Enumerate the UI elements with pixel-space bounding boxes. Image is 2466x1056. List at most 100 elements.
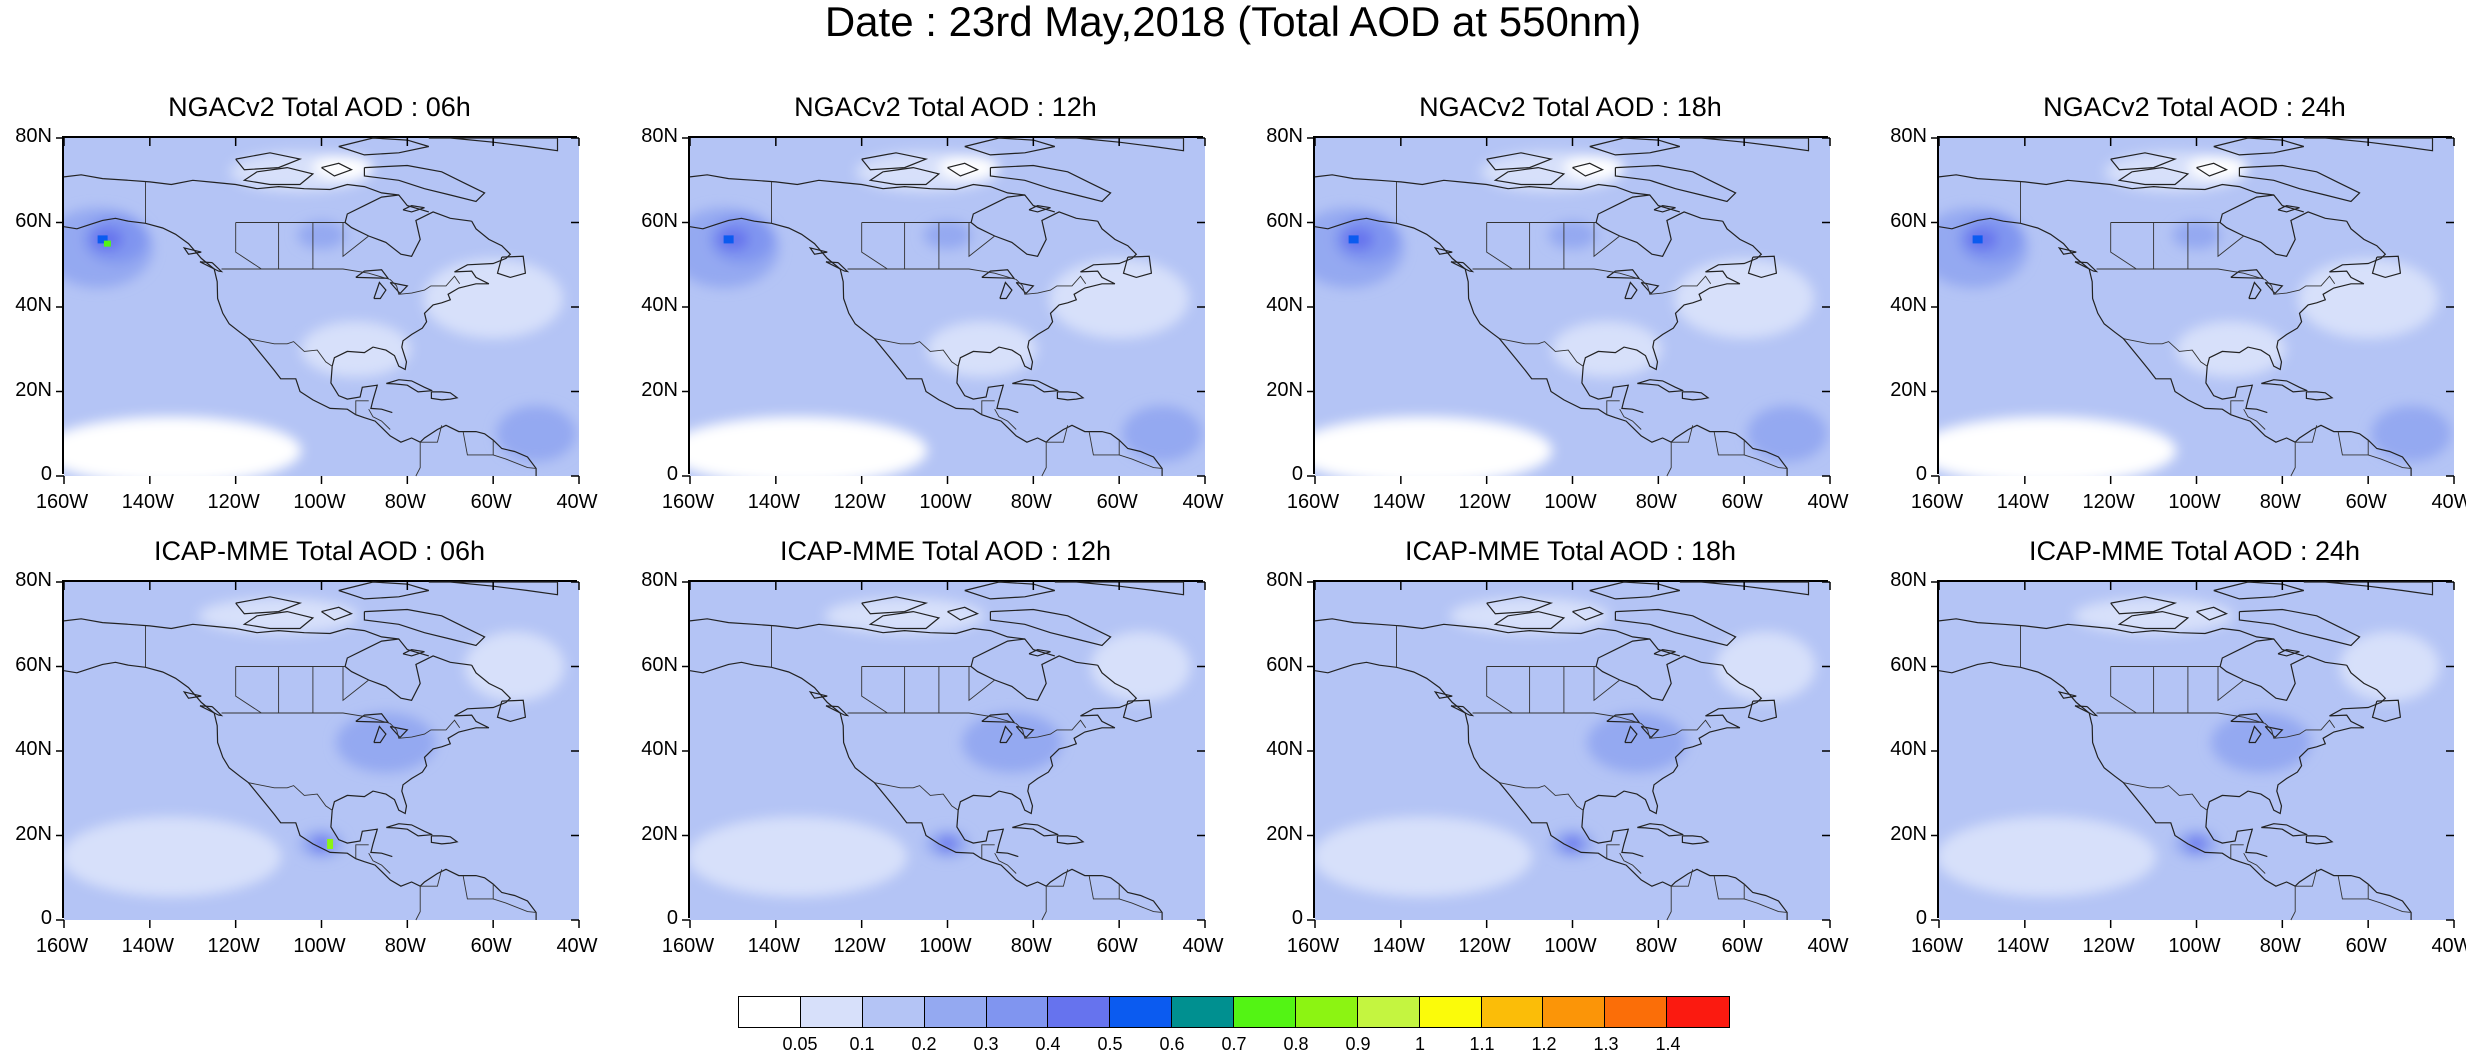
political-border [1041, 442, 1047, 477]
map-svg [56, 137, 580, 484]
island-outline [2074, 261, 2099, 273]
island-outline [808, 690, 828, 699]
lat-label: 0 [40, 463, 52, 485]
island-outline [1681, 835, 1710, 845]
island-outline [386, 379, 433, 393]
aod-hotspot [723, 235, 734, 244]
political-border [221, 268, 461, 295]
aod-low-area [1674, 258, 1815, 339]
lake-outline [1624, 725, 1638, 744]
coastline [63, 174, 399, 196]
lat-label: 20N [15, 822, 52, 845]
political-border [355, 400, 369, 415]
panel-title: NGACv2 Total AOD : 24h [2043, 92, 2346, 122]
map-svg [1931, 581, 2455, 928]
aod-plume [1548, 221, 1597, 250]
island-outline [808, 246, 828, 255]
aod-hotspot [327, 838, 334, 849]
political-border [2295, 425, 2318, 443]
aod-plume [1122, 405, 1203, 462]
panel-title: NGACv2 Total AOD : 18h [1419, 92, 1722, 122]
coastline [63, 661, 537, 920]
coastline [330, 366, 393, 414]
political-border [981, 844, 995, 859]
island-outline [1747, 699, 1778, 723]
lake-outline [999, 725, 1013, 744]
lon-label: 60W [1721, 935, 1763, 957]
panel-title: ICAP-MME Total AOD : 06h [153, 536, 486, 566]
coastline [957, 664, 1138, 815]
lon-label: 120W [1458, 935, 1511, 957]
island-outline [2213, 137, 2304, 156]
island-outline [2238, 164, 2361, 203]
lon-label: 80W [384, 935, 426, 957]
lon-label: 160W [1910, 935, 1964, 957]
political-border [420, 869, 443, 887]
coastline [956, 810, 1019, 858]
coastline [1314, 217, 1788, 476]
map-panel-ngac-06h: NGACv2 Total AOD : 06h 80N 60N 40N 20N 0 160W 1… [15, 92, 597, 512]
island-outline [1450, 705, 1475, 717]
political-border [1666, 886, 1672, 921]
lon-label: 140W [1372, 935, 1425, 957]
lat-label: 20N [15, 378, 52, 401]
political-border [221, 712, 461, 739]
lon-label: 140W [747, 935, 800, 957]
island-outline [1056, 391, 1085, 401]
island-outline [1028, 648, 1051, 657]
lon-label: 140W [1996, 491, 2049, 513]
map-panel-ngac-18h: NGACv2 Total AOD : 18h 80N 60N 40N 20N 0 160W 1… [1266, 92, 1848, 512]
island-outline [199, 705, 224, 717]
political-border [1606, 844, 1620, 859]
panel-title: NGACv2 Total AOD : 06h [168, 92, 471, 122]
coastline [2205, 810, 2268, 858]
aod-low-area [2298, 258, 2439, 339]
map-svg [1307, 581, 1831, 928]
lon-label: 120W [833, 935, 886, 957]
coastline [2205, 366, 2268, 414]
island-outline [2057, 690, 2077, 699]
aod-plume [938, 836, 957, 851]
political-border [368, 408, 391, 430]
aod-low-area [64, 816, 282, 897]
colorbar-box [1110, 997, 1173, 1027]
colorbar-box [800, 997, 863, 1027]
lake-outline [2248, 281, 2262, 300]
lon-label: 140W [121, 935, 174, 957]
colorbar-box [1605, 997, 1668, 1027]
lon-label: 120W [2082, 491, 2135, 513]
lat-label: 40N [1266, 738, 1303, 760]
lat-label: 80N [1266, 569, 1303, 591]
island-outline [868, 166, 941, 186]
map-panel-icap-12h: ICAP-MME Total AOD : 12h 80N 60N 40N 20N 0 160… [641, 536, 1223, 956]
political-border [342, 666, 369, 702]
island-outline [402, 204, 425, 213]
map-area [1307, 580, 1831, 928]
coastline [1938, 217, 2412, 476]
lat-label: 40N [641, 294, 678, 316]
coastline [689, 174, 1025, 196]
lake-outline [355, 269, 390, 279]
island-outline [1614, 608, 1737, 647]
colorbar-label: 0.6 [1159, 1034, 1185, 1054]
political-border [1671, 425, 1694, 443]
map-panel-icap-06h: ICAP-MME Total AOD : 06h 80N 60N 40N 20N 0 160… [15, 536, 597, 956]
political-border [2096, 268, 2336, 295]
colorbar-box [1234, 997, 1296, 1027]
coastline [1582, 664, 1763, 815]
colorbar-box [1357, 997, 1420, 1027]
island-outline [2261, 823, 2308, 837]
island-outline [989, 608, 1112, 647]
political-border [2110, 666, 2137, 714]
political-border [420, 425, 443, 443]
lon-label: 120W [2082, 935, 2135, 957]
political-border [1046, 425, 1069, 443]
lon-label: 140W [1996, 935, 2049, 957]
lake-outline [2230, 269, 2265, 279]
political-border [1713, 875, 1745, 900]
island-outline [2371, 255, 2402, 279]
coastline [956, 366, 1019, 414]
coastline [689, 661, 1163, 920]
lon-label: 160W [661, 491, 715, 513]
lat-label: 60N [641, 653, 678, 676]
